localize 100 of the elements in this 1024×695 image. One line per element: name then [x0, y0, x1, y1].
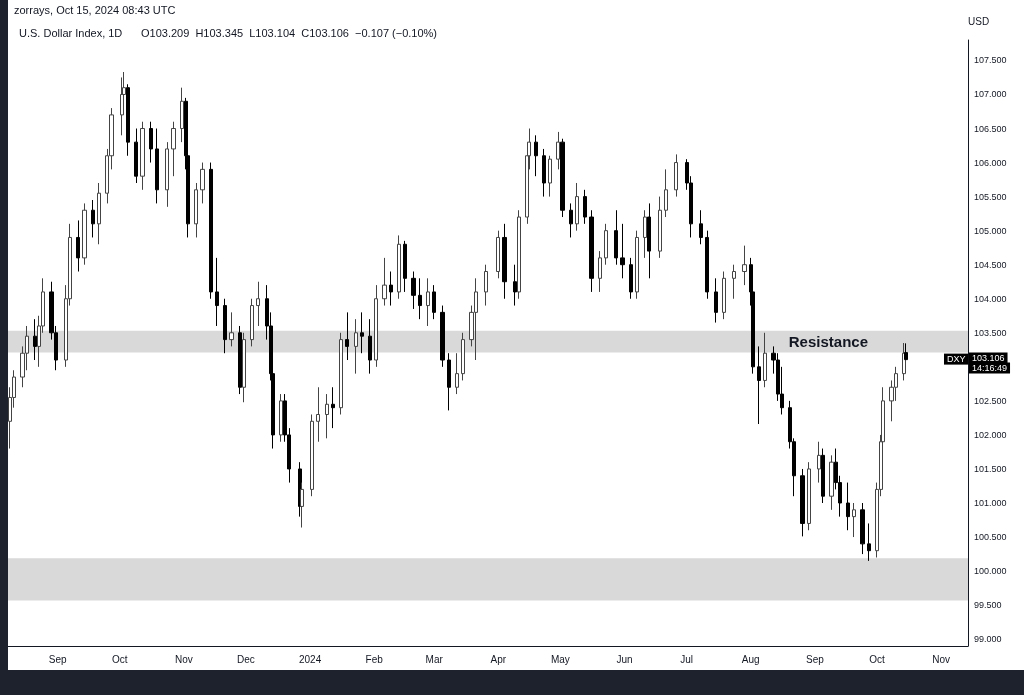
candlestick — [345, 311, 349, 361]
candlestick — [149, 121, 153, 164]
y-axis-title: USD — [968, 15, 990, 27]
candlestick — [629, 257, 633, 300]
y-tick-label: 104.000 — [974, 293, 1007, 304]
y-tick-label: 101.500 — [974, 463, 1007, 474]
candlestick — [418, 277, 422, 320]
candlestick — [209, 162, 213, 300]
x-tick-label: Feb — [365, 653, 384, 665]
candlestick — [614, 209, 618, 266]
y-tick-label: 105.500 — [974, 191, 1007, 202]
candlestick — [635, 230, 639, 300]
candlestick — [714, 277, 718, 324]
candlestick — [316, 386, 320, 443]
candlestick — [140, 121, 145, 191]
candlestick — [583, 189, 587, 225]
x-tick-label: Jun — [616, 653, 633, 665]
candlestick — [598, 250, 602, 293]
candlestick — [440, 305, 445, 368]
candlestick — [403, 240, 407, 293]
candlestick — [33, 318, 37, 361]
candlestick — [569, 202, 573, 238]
candlestick — [279, 393, 283, 443]
candlestick — [389, 271, 393, 307]
x-tick-label: May — [550, 653, 570, 665]
x-tick-label: Sep — [806, 653, 825, 665]
text: zorrays, Oct 15, 2024 08:43 UTC — [14, 3, 176, 16]
candlestick — [91, 199, 95, 238]
candlestick — [194, 182, 198, 238]
candlestick — [556, 131, 560, 170]
candlestick — [846, 482, 850, 531]
candlestick — [215, 257, 219, 327]
candlestick — [455, 352, 459, 395]
candlestick — [757, 345, 761, 425]
candlestick — [502, 223, 507, 300]
candlestick — [860, 502, 865, 555]
candlestick — [548, 155, 552, 198]
x-tick-label: Nov — [174, 653, 193, 665]
y-tick-label: 106.000 — [974, 157, 1007, 168]
y-tick-label: 105.000 — [974, 225, 1007, 236]
text: 103.106 — [972, 353, 1005, 364]
y-tick-label: 99.000 — [974, 634, 1002, 645]
candlestick — [643, 209, 647, 259]
candlestick — [155, 128, 159, 204]
x-tick-label: Oct — [869, 653, 885, 665]
candlestick — [852, 502, 856, 538]
candlestick — [722, 271, 726, 320]
candlestick — [250, 298, 254, 347]
band-label: Resistance — [788, 333, 868, 351]
candlestick — [674, 153, 678, 198]
candlestick — [829, 454, 834, 511]
annotation: DXY — [947, 354, 966, 365]
candlestick — [763, 332, 767, 388]
candlestick — [229, 311, 234, 347]
text: 14:16:49 — [972, 363, 1008, 374]
candlestick — [461, 332, 465, 381]
candlestick — [699, 209, 703, 245]
x-tick-label: Aug — [741, 653, 760, 665]
chart-subtitle: O103.209 H103.345 L103.104 C103.106 −0.107 (−0.10%) — [141, 26, 438, 39]
x-tick-label: Apr — [490, 653, 507, 665]
candlestick — [171, 121, 176, 177]
y-tick-label: 102.000 — [974, 429, 1007, 440]
candlestick — [76, 219, 80, 273]
candlestick — [534, 134, 538, 177]
candlestick — [867, 522, 871, 562]
candlestick — [432, 284, 436, 320]
x-tick-label: Nov — [932, 653, 950, 665]
x-tick-label: Jul — [680, 653, 694, 665]
candlestick — [620, 223, 625, 279]
candlestick — [310, 413, 314, 497]
x-tick-label: Sep — [48, 653, 67, 665]
candlestick — [256, 281, 260, 327]
candlestick — [331, 386, 335, 429]
candlestick — [604, 223, 608, 266]
candlestick — [658, 196, 662, 259]
candlestick — [82, 202, 87, 266]
candlestick — [368, 318, 372, 375]
candlestick — [647, 202, 651, 279]
candlestick — [742, 245, 747, 286]
candlestick — [447, 352, 451, 411]
candlestick — [242, 332, 246, 403]
candlestick — [807, 461, 811, 531]
x-tick-label: Oct — [111, 653, 128, 665]
chart-title: U.S. Dollar Index, 1D — [19, 26, 123, 39]
candlestick — [374, 284, 378, 368]
y-tick-label: 107.000 — [974, 89, 1007, 100]
y-tick-label: 104.500 — [974, 259, 1007, 270]
candlestick — [223, 298, 227, 354]
candlestick — [705, 230, 709, 300]
y-tick-label: 102.500 — [974, 395, 1007, 406]
y-tick-label: 103.500 — [974, 327, 1007, 338]
candlestick — [496, 230, 500, 279]
candlestick — [180, 87, 184, 143]
candlestick — [354, 318, 358, 375]
y-tick-label: 106.500 — [974, 123, 1007, 134]
y-tick-label: 107.500 — [974, 55, 1007, 66]
candlestick — [800, 468, 805, 537]
candlestick — [484, 264, 488, 307]
candlestick — [126, 83, 130, 157]
candlestick — [542, 148, 546, 198]
